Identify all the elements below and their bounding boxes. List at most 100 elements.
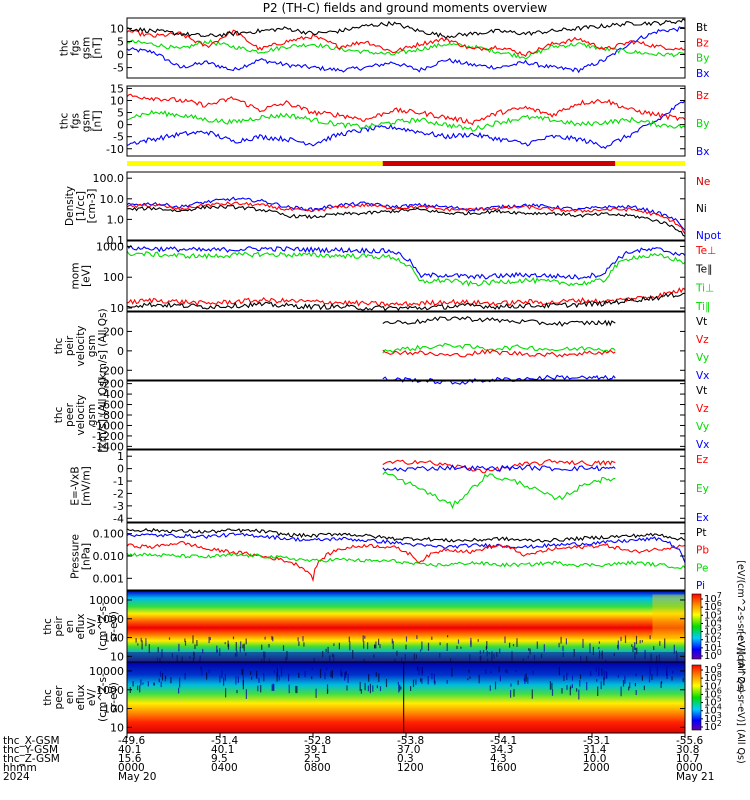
spectrogram-speckle <box>660 681 662 688</box>
spectrogram-speckle <box>571 684 573 688</box>
panel-temperature: 1000 100 10 mom[eV] Te⊥ Te∥ Ti⊥ Ti∥ <box>70 240 717 315</box>
spectrogram-speckle <box>184 672 186 680</box>
y-tick-label: -2 <box>113 487 124 500</box>
spectrogram-speckle <box>273 683 275 692</box>
spectrogram-speckle <box>579 674 582 679</box>
series-line-1 <box>382 464 616 473</box>
y-axis-label-line: peer <box>64 402 76 427</box>
spectrogram-speckle <box>282 645 285 651</box>
x-axis-value-z: 10.0 <box>583 753 606 765</box>
spectrogram-speckle <box>296 685 298 694</box>
colorbar-tick-base: 10 <box>704 627 717 638</box>
colorbar-tick-exp: 2 <box>717 719 722 728</box>
series-line-1 <box>126 532 686 563</box>
x-axis-value-x: -53.1 <box>583 735 610 747</box>
series-line-1 <box>126 39 686 60</box>
y-tick-label: 100 <box>103 703 124 716</box>
spectrogram-speckle <box>141 640 143 650</box>
y-tick-label: 15 <box>110 82 124 95</box>
spectrogram-speckle <box>412 679 415 687</box>
spectrogram-speckle <box>563 675 565 681</box>
y-tick-label: 1000 <box>96 684 124 697</box>
spectrogram-speckle <box>505 669 507 673</box>
legend-entry: Te∥ <box>695 264 712 276</box>
series-line-2 <box>126 29 686 58</box>
legend-entry: Vz <box>696 403 709 415</box>
legend-entry: Ti⊥ <box>695 282 714 294</box>
spectrogram-speckle <box>260 684 262 693</box>
spectrogram-speckle <box>208 636 210 644</box>
x-axis-value-y: 31.4 <box>583 744 607 756</box>
spectrogram-speckle <box>513 689 515 697</box>
spectrogram-speckle <box>682 677 684 682</box>
legend-entry: By <box>696 118 709 130</box>
spectrogram-speckle <box>416 666 419 671</box>
spectrogram-speckle <box>617 640 619 650</box>
y-tick-label: 200 <box>103 325 124 338</box>
series-line-0 <box>126 196 686 231</box>
x-axis-value-z: 15.6 <box>118 753 142 765</box>
legend: Ne Ni Npot <box>696 176 721 242</box>
spectrogram-speckle <box>469 676 471 679</box>
x-axis-row-label: thc_X-GSM <box>3 735 60 747</box>
spectrogram-speckle <box>617 675 619 678</box>
spectrogram-speckle <box>227 640 229 648</box>
spectrogram-speckle <box>415 679 417 685</box>
spectrogram-speckle <box>140 637 142 642</box>
spectrogram-speckle <box>271 636 273 640</box>
spectrogram-speckle <box>420 678 422 682</box>
spectrogram-speckle <box>598 641 600 644</box>
spectrogram-speckle <box>624 635 627 643</box>
spectrogram-speckle <box>298 641 300 646</box>
y-tick-label: -10 <box>106 143 124 156</box>
spectrogram-speckle <box>499 675 501 682</box>
spectrogram-speckle <box>468 669 470 673</box>
colorbar-tick-label: 105 <box>704 607 722 621</box>
y-axis: 10000 1000 100 10 <box>89 594 685 663</box>
series-line-1 <box>126 201 686 235</box>
y-tick-label: 1.0 <box>107 213 125 226</box>
spectrogram-speckle <box>675 650 677 653</box>
spectrogram-speckle <box>664 638 666 649</box>
y-axis: 0.100 0.010 0.001 <box>93 528 685 585</box>
spectrogram-speckle <box>184 641 187 646</box>
y-tick-label: 0.1 <box>107 234 125 247</box>
y-tick-label: -400 <box>99 388 124 401</box>
spectrogram-speckle <box>673 644 675 654</box>
legend: Pt Pb Pe Pi <box>696 527 709 592</box>
y-axis-label-line: thc <box>42 689 54 706</box>
legend-entry: Bz <box>696 37 709 49</box>
colorbar-tick-base: 10 <box>704 681 717 692</box>
panel-efield: 10-1-2-3-4 E=-VxB[mV/m] Ez Ey Ex <box>70 449 709 525</box>
y-axis-label-line: thc <box>53 407 65 424</box>
colorbar-tick-exp: 6 <box>717 599 722 608</box>
spectrogram-speckle <box>620 636 622 642</box>
y-tick-label: 0 <box>117 49 124 62</box>
spectrogram-speckle <box>242 680 244 690</box>
spectrogram-speckle <box>243 643 245 652</box>
y-axis-label-line: gsm <box>81 37 93 59</box>
colorbar-tick-exp: 1 <box>717 640 722 649</box>
y-tick-label: -200 <box>99 378 124 391</box>
y-axis-label: thcpeerenefluxeV/(cm^2-s-sr-eV) <box>42 673 120 722</box>
y-tick-label: 10000 <box>89 665 124 678</box>
colorbar-tick-exp: 0 <box>717 648 722 657</box>
spectrogram-speckle <box>363 641 365 649</box>
spectrogram-speckle <box>566 685 568 690</box>
spectrogram-speckle <box>208 669 210 673</box>
spectrogram-speckle <box>400 686 402 690</box>
y-tick-label: 0.010 <box>93 550 125 563</box>
y-axis-label-line: thc <box>53 338 65 355</box>
series-line-2 <box>126 287 686 308</box>
spectrogram-speckle <box>303 642 305 647</box>
spectrogram-speckle <box>139 685 141 693</box>
spectrogram-speckle <box>268 643 270 648</box>
series-group <box>382 316 616 385</box>
spectrogram-speckle <box>256 670 258 678</box>
y-tick-label: 1 <box>117 450 124 463</box>
legend-entry: Bx <box>696 146 709 158</box>
spectrogram-speckle <box>360 689 362 694</box>
y-tick-label: 1000 <box>96 240 124 253</box>
